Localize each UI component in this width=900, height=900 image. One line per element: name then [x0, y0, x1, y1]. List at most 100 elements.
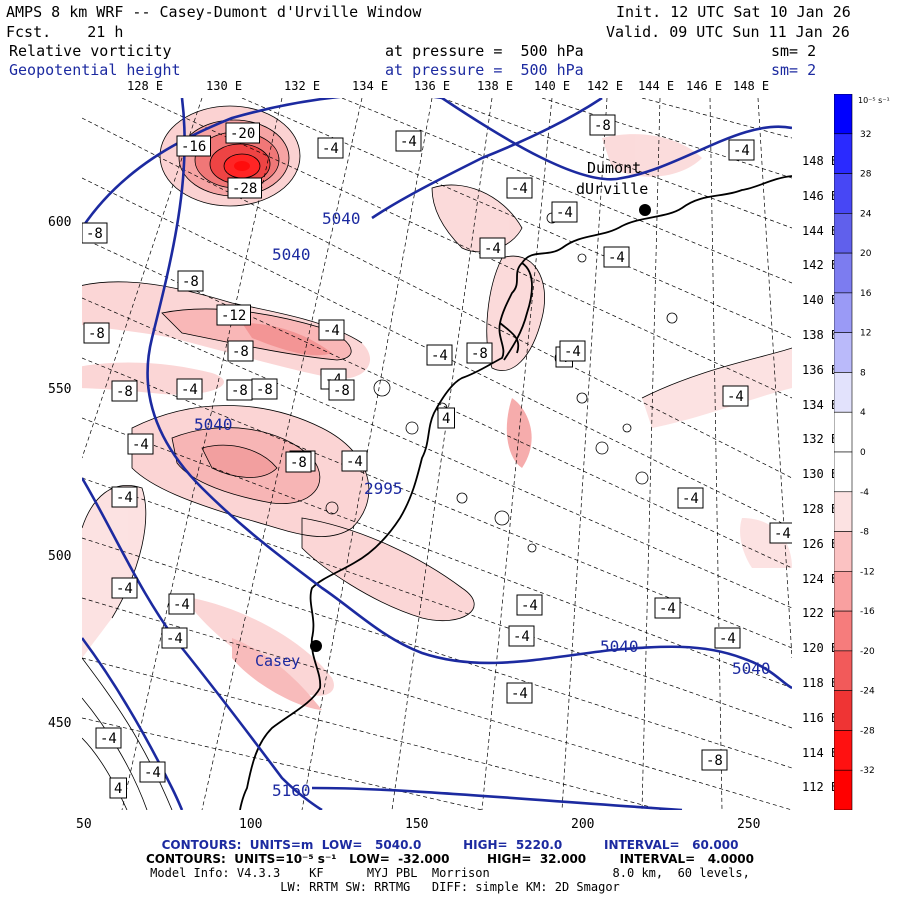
colorbar-level-label: 4	[860, 408, 866, 418]
colorbar-swatch	[834, 491, 853, 532]
lon-top-label: 132 E	[284, 79, 321, 93]
vorticity-label: -4	[116, 490, 133, 506]
colorbar-level-label: 28	[860, 170, 872, 180]
colorbar-level-label: -8	[860, 528, 869, 538]
station-markers	[310, 204, 651, 652]
vorticity-label-box	[82, 222, 108, 244]
lon-right-label: 138 E	[802, 328, 839, 342]
colorbar-level-label: -28	[860, 726, 875, 736]
x-axis-tick-label: 200	[571, 817, 595, 832]
vorticity-label-box	[714, 627, 741, 649]
vorticity-label-box	[251, 378, 278, 400]
footer-vorticity-contours: CONTOURS: UNITS=10⁻⁵ s⁻¹ LOW= -32.000 HI…	[145, 852, 754, 866]
vorticity-label-box	[506, 682, 533, 704]
colorbar-level-label: -4	[860, 488, 869, 498]
colorbar-swatch	[834, 411, 853, 453]
x-axis-tick-label: 250	[737, 817, 761, 832]
vorticity-label: -8	[471, 346, 488, 362]
map-panel: Dumont dUrville Casey 5040 5040 5040 299…	[82, 98, 792, 810]
vorticity-label: 4	[442, 411, 450, 427]
field2-name: Geopotential height	[9, 61, 181, 79]
vorticity-label: -4	[608, 250, 625, 266]
vorticity-label-box	[216, 304, 251, 326]
vorticity-label-box	[177, 270, 204, 292]
colorbar-level-label: 12	[860, 329, 871, 339]
vorticity-label-box	[109, 777, 127, 799]
lon-top-label: 140 E	[534, 79, 571, 93]
vorticity-label: -4	[556, 205, 573, 221]
colorbar-swatch	[834, 769, 853, 810]
height-label: 2995	[364, 479, 403, 498]
vorticity-label-box	[589, 114, 616, 136]
colorbar-level-label: -32	[860, 766, 875, 776]
height-label: 5040	[600, 637, 639, 656]
vorticity-label: -4	[322, 141, 339, 157]
lon-right-label: 112 E	[802, 780, 839, 795]
lon-top-label: 136 E	[414, 79, 451, 93]
colorbar-swatch	[834, 252, 853, 294]
vorticity-label-box	[227, 340, 254, 362]
vorticity-label: -20	[230, 126, 255, 142]
colorbar-level-label: 16	[860, 289, 872, 299]
vorticity-label: -8	[231, 383, 248, 399]
lon-top-label: 146 E	[686, 79, 723, 93]
lon-right-label: 124 E	[802, 571, 839, 586]
vorticity-label: 4	[114, 781, 122, 797]
lon-right-label: 122 E	[802, 606, 839, 621]
casey-station-dot	[310, 640, 322, 652]
vorticity-label: -4	[181, 382, 198, 398]
lon-right-label: 120 E	[802, 641, 839, 656]
vorticity-label: -4	[323, 323, 340, 339]
vorticity-label-box	[139, 761, 166, 783]
colorbar-level-label: 24	[860, 209, 872, 219]
vorticity-label: -4	[564, 344, 581, 360]
vorticity-label-box	[111, 486, 138, 508]
lon-right-label: 146 E	[802, 188, 839, 203]
forecast-hour: Fcst. 21 h	[6, 23, 124, 41]
vorticity-label-box	[466, 342, 493, 364]
height-label: 5160	[272, 781, 311, 800]
colorbar-swatches	[834, 94, 853, 810]
colorbar-swatch	[834, 531, 853, 572]
footer-physics-info: LW: RRTM SW: RRTMG DIFF: simple KM: 2D S…	[280, 880, 620, 894]
vorticity-label: -4	[132, 437, 149, 453]
lon-right-label: 134 E	[802, 397, 839, 412]
vorticity-labels: -16 -20 -28 -4 -4 -8 -4 -4 -4 -4 -4 -8 -8 -12 -8 -4 -8 -8…	[82, 114, 792, 799]
vorticity-label: -8	[333, 383, 350, 399]
vorticity-label-box	[318, 319, 345, 341]
lon-right-label: 126 E	[802, 536, 839, 551]
vorticity-label: -4	[659, 601, 676, 617]
vorticity-label: -4	[346, 454, 363, 470]
vorticity-label: -4	[719, 631, 736, 647]
lon-right-label: 140 E	[802, 293, 839, 308]
vorticity-label: -8	[290, 455, 307, 471]
vorticity-label-box	[395, 130, 422, 152]
colorbar-swatch	[834, 650, 853, 691]
vorticity-label-box	[95, 727, 122, 749]
colorbar-swatch	[834, 610, 853, 652]
colorbar-level-label: -12	[860, 567, 875, 577]
vorticity-label: -4	[521, 598, 538, 614]
colorbar-unit: 10⁻⁵ s⁻¹	[858, 96, 890, 105]
vorticity-label: -4	[484, 241, 501, 257]
vorticity-colorbar: 32 28 24 20 16 12 8 4 0 -4 -8 -12 -16 -20 -24 -28 -32 10…	[834, 94, 890, 810]
vorticity-label: -4	[511, 181, 528, 197]
vorticity-label: -4	[116, 581, 133, 597]
vorticity-label: -4	[682, 491, 699, 507]
vorticity-label-box	[603, 246, 630, 268]
height-label: 5040	[322, 209, 361, 228]
height-label: 5040	[272, 245, 311, 264]
vorticity-label: -4	[431, 348, 448, 364]
station-label-dumont: Dumont	[587, 159, 641, 177]
vorticity-label: -8	[182, 274, 199, 290]
footer-height-contours: CONTOURS: UNITS=m LOW= 5040.0 HIGH= 5220…	[161, 838, 739, 852]
lon-top-label: 130 E	[206, 79, 243, 93]
vorticity-label-box	[551, 201, 578, 223]
vorticity-label: -4	[144, 765, 161, 781]
colorbar-swatch	[834, 292, 853, 333]
vorticity-label: -8	[594, 118, 611, 134]
vorticity-label-box	[506, 177, 533, 199]
vorticity-label-box	[677, 487, 704, 509]
vorticity-label-box	[168, 593, 195, 615]
vorticity-label: -8	[232, 344, 249, 360]
